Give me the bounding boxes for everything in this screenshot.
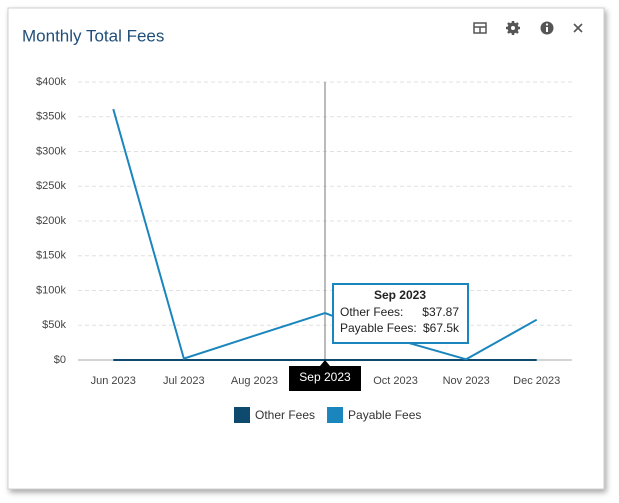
y-tick-label: $100k <box>36 284 66 296</box>
table-icon[interactable] <box>473 22 487 34</box>
tooltip-title: Sep 2023 <box>374 288 426 302</box>
legend-label: Other Fees <box>255 408 315 422</box>
chart-title: Monthly Total Fees <box>22 26 164 45</box>
x-tick-label: Jun 2023 <box>91 375 136 387</box>
hover-x-label-bg <box>289 366 361 391</box>
y-tick-label: $250k <box>36 180 66 192</box>
close-icon[interactable] <box>573 23 583 33</box>
legend-label: Payable Fees <box>348 408 421 422</box>
tooltip-value: $37.87 <box>422 305 459 319</box>
info-icon[interactable] <box>540 21 554 35</box>
x-tick-label: Dec 2023 <box>513 375 560 387</box>
y-tick-label: $0 <box>54 354 66 366</box>
tooltip-label: Other Fees: <box>340 305 403 319</box>
plot: $0 $50k $100k $150k $200k $250k $300k $350k $400… <box>36 76 572 423</box>
legend-swatch <box>327 407 344 423</box>
y-tick-label: $50k <box>42 319 66 331</box>
series-line <box>112 108 538 361</box>
x-tick-label: Oct 2023 <box>373 375 418 387</box>
y-tick-label: $150k <box>36 250 66 262</box>
x-tick-label: Nov 2023 <box>443 375 490 387</box>
card <box>7 7 605 490</box>
y-tick-label: $350k <box>36 111 66 123</box>
settings-icon[interactable] <box>506 21 520 35</box>
legend-swatch <box>234 407 250 423</box>
y-tick-label: $300k <box>36 145 66 157</box>
y-tick-label: $200k <box>36 215 66 227</box>
tooltip-value: $67.5k <box>423 321 460 335</box>
tooltip-label: Payable Fees: <box>340 321 417 335</box>
hover-x-label-arrow <box>320 360 330 366</box>
x-tick-label: Aug 2023 <box>231 375 278 387</box>
hover-x-label: Sep 2023 <box>299 370 351 384</box>
y-tick-label: $400k <box>36 76 66 88</box>
tooltip-box <box>332 283 469 344</box>
x-tick-label: Jul 2023 <box>163 375 205 387</box>
